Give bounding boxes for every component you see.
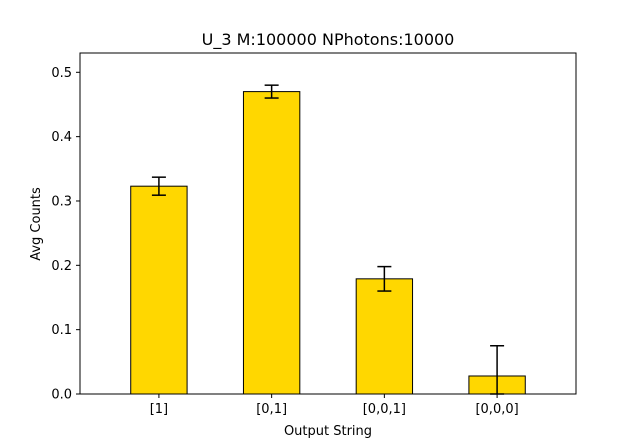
x-tick-label: [1] — [150, 402, 168, 417]
y-tick-label: 0.2 — [51, 259, 72, 274]
y-axis-label: Avg Counts — [29, 187, 44, 261]
chart-title: U_3 M:100000 NPhotons:10000 — [202, 30, 455, 50]
y-tick-label: 0.3 — [51, 194, 72, 209]
y-tick-label: 0.0 — [51, 388, 72, 403]
y-tick-label: 0.1 — [51, 323, 72, 338]
y-tick-label: 0.5 — [51, 66, 72, 81]
x-tick-label: [0,1] — [256, 402, 287, 417]
plot-frame — [79, 52, 577, 395]
y-tick-label: 0.4 — [51, 130, 72, 145]
bar — [355, 278, 414, 395]
bar — [130, 185, 188, 395]
x-tick-label: [0,0,1] — [363, 402, 406, 417]
x-axis-label: Output String — [284, 424, 372, 439]
x-tick-label: [0,0,0] — [475, 402, 518, 417]
bar — [242, 91, 301, 395]
